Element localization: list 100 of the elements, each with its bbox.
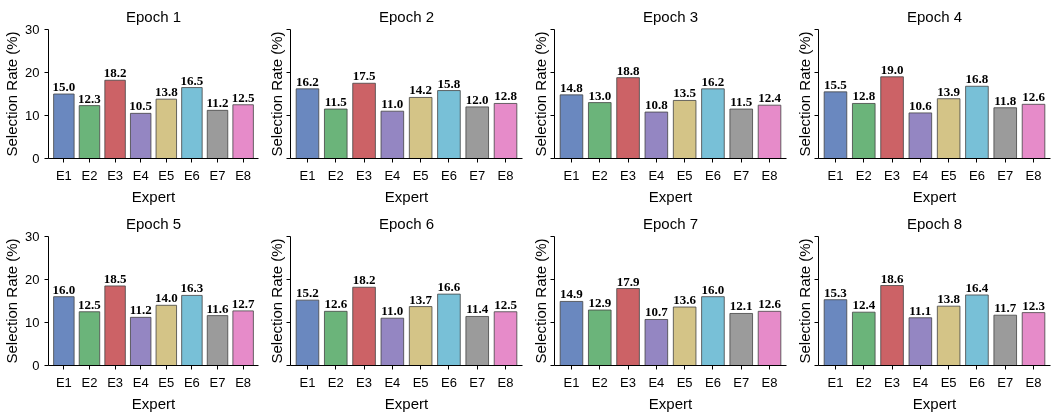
x-tick-label: E3 [884,167,901,183]
x-tick-label: E7 [469,374,486,390]
x-tick-label: E8 [761,167,778,183]
x-tick-label: E8 [1025,374,1042,390]
x-axis-title: Expert [912,187,958,205]
x-tick-label: E8 [235,374,252,390]
data-label: 16.6 [437,279,461,295]
data-label: 16.3 [180,280,204,296]
x-tick-label: E3 [620,374,637,390]
chart-title: Epoch 8 [906,214,963,232]
data-label: 16.2 [296,73,319,89]
x-tick-label: E7 [469,167,486,183]
data-label: 12.5 [78,296,102,312]
data-label: 12.7 [231,295,256,311]
x-axis-title: Expert [131,187,177,205]
x-tick-label: E8 [497,374,514,390]
x-tick-label: E7 [209,374,226,390]
y-axis-title: Selection Rate (%) [267,238,285,364]
x-tick-label: E2 [81,167,98,183]
x-tick-label: E7 [209,167,226,183]
y-axis-title: Selection Rate (%) [3,238,21,364]
x-axis-title: Expert [384,394,430,412]
data-label: 15.3 [824,284,848,300]
data-label: 11.8 [994,92,1017,108]
x-tick-label: E2 [327,167,344,183]
x-axis-title: Expert [384,187,430,205]
x-tick-label: E5 [412,167,429,183]
data-label: 16.5 [180,72,204,88]
x-tick-label: E2 [591,167,608,183]
data-label: 11.7 [994,300,1017,316]
x-tick-label: E5 [676,167,693,183]
x-tick-label: E7 [733,167,750,183]
chart-title: Epoch 7 [642,214,699,232]
x-tick-label: E8 [497,167,514,183]
data-label: 11.5 [730,94,753,110]
data-label: 10.7 [644,304,669,320]
data-label: 18.6 [880,270,904,286]
data-label: 11.0 [381,303,404,319]
y-axis-title: Selection Rate (%) [267,31,285,157]
x-tick-label: E5 [940,374,957,390]
data-label: 13.8 [154,84,179,100]
x-tick-label: E2 [591,374,608,390]
data-label: 14.9 [560,286,584,302]
x-tick-label: E2 [855,374,872,390]
x-tick-label: E4 [648,167,665,183]
data-label: 12.5 [231,89,256,105]
x-tick-label: E4 [132,374,149,390]
y-tick-label: 10 [25,315,40,330]
x-tick-label: E1 [827,374,844,390]
data-label: 10.5 [129,98,153,114]
y-axis-title: Selection Rate (%) [795,31,813,157]
x-tick-label: E7 [997,167,1014,183]
data-label: 11.5 [324,94,348,110]
data-label: 14.8 [560,79,584,95]
x-tick-label: E1 [299,374,316,390]
x-tick-label: E6 [440,374,457,390]
y-axis-title: Selection Rate (%) [3,31,21,157]
y-tick-label: 30 [25,229,40,244]
data-label: 13.7 [409,291,433,307]
data-label: 11.4 [466,301,489,317]
data-label: 13.9 [937,83,961,99]
data-label: 12.6 [758,296,782,312]
y-tick-label: 30 [25,22,40,37]
data-label: 12.5 [494,296,518,312]
x-tick-label: E3 [356,167,373,183]
data-label: 15.8 [437,75,461,91]
data-label: 19.0 [880,61,904,77]
x-tick-label: E3 [884,374,901,390]
data-label: 11.1 [909,302,932,318]
x-tick-label: E4 [384,374,401,390]
x-tick-label: E4 [648,374,665,390]
x-axis-title: Expert [648,394,694,412]
data-label: 12.6 [1022,89,1046,105]
x-tick-label: E6 [704,374,721,390]
x-tick-label: E6 [704,167,721,183]
data-label: 11.0 [381,96,404,112]
data-label: 14.0 [154,290,178,306]
data-label: 13.6 [673,292,697,308]
data-label: 18.5 [103,270,127,286]
data-label: 18.8 [616,62,640,78]
data-label: 13.0 [588,87,612,103]
x-tick-label: E5 [158,167,175,183]
chart-title: Epoch 4 [906,7,963,25]
data-label: 18.2 [352,272,376,288]
y-axis-title: Selection Rate (%) [531,31,549,157]
x-tick-label: E6 [968,374,985,390]
data-label: 13.5 [673,85,697,101]
x-tick-label: E5 [940,167,957,183]
data-label: 11.2 [206,95,229,111]
data-label: 13.8 [937,291,961,307]
y-axis-title: Selection Rate (%) [531,238,549,364]
data-label: 12.6 [324,296,348,312]
x-tick-label: E3 [620,167,637,183]
data-label: 12.8 [494,88,518,104]
data-label: 16.8 [965,71,989,87]
x-tick-label: E4 [912,167,929,183]
data-label: 18.2 [103,65,127,81]
x-tick-label: E1 [563,167,580,183]
data-label: 16.0 [52,281,76,297]
data-label: 10.8 [644,97,669,113]
